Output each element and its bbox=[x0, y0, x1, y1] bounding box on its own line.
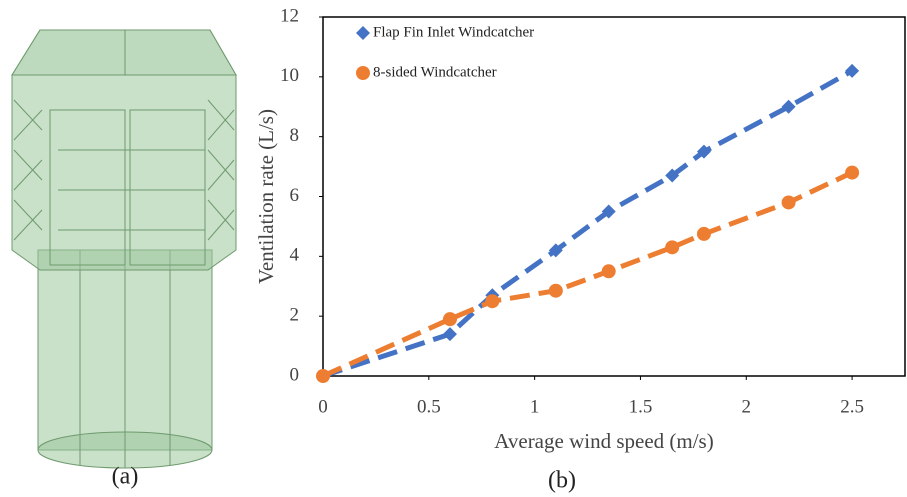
legend-marker bbox=[356, 66, 370, 80]
y-tick-label: 0 bbox=[290, 364, 300, 385]
series-line bbox=[323, 173, 852, 376]
x-tick-label: 2 bbox=[742, 396, 752, 417]
y-axis-title: Ventilation rate (L/s) bbox=[254, 109, 278, 284]
panel-caption: (b) bbox=[548, 468, 576, 494]
data-point bbox=[443, 312, 457, 326]
y-tick-label: 4 bbox=[290, 245, 300, 266]
data-point bbox=[443, 327, 457, 341]
x-tick-label: 1 bbox=[530, 396, 540, 417]
x-tick-label: 0.5 bbox=[417, 396, 441, 417]
data-point bbox=[602, 264, 616, 278]
data-point bbox=[782, 195, 796, 209]
y-tick-label: 12 bbox=[280, 5, 299, 26]
x-tick-label: 1.5 bbox=[629, 396, 653, 417]
x-tick-label: 0 bbox=[318, 396, 328, 417]
y-tick-label: 2 bbox=[290, 305, 300, 326]
data-point bbox=[665, 240, 679, 254]
panel-caption: (a) bbox=[112, 464, 139, 490]
legend-label: Flap Fin Inlet Windcatcher bbox=[373, 24, 534, 40]
y-tick-label: 8 bbox=[290, 125, 300, 146]
x-axis-title: Average wind speed (m/s) bbox=[494, 429, 713, 453]
data-point bbox=[549, 284, 563, 298]
page: (a) 0 2 4 6 8 10 12 0 0.5 1 1.5 2 2.5 Average wind sp… bbox=[0, 0, 907, 497]
data-point bbox=[316, 369, 330, 383]
y-tick-label: 10 bbox=[280, 65, 299, 86]
windcatcher-model bbox=[12, 30, 236, 468]
chart: 0 2 4 6 8 10 12 0 0.5 1 1.5 2 2.5 Average wind speed … bbox=[254, 5, 905, 493]
data-point bbox=[845, 166, 859, 180]
data-point bbox=[485, 294, 499, 308]
series-line bbox=[323, 71, 852, 376]
figure: (a) 0 2 4 6 8 10 12 0 0.5 1 1.5 2 2.5 Average wind sp… bbox=[0, 0, 907, 497]
model-roof bbox=[12, 30, 236, 75]
y-tick-label: 6 bbox=[290, 185, 300, 206]
x-tick-label: 2.5 bbox=[840, 396, 864, 417]
legend-label: 8-sided Windcatcher bbox=[373, 64, 497, 80]
data-point bbox=[697, 227, 711, 241]
legend-marker bbox=[356, 26, 370, 40]
